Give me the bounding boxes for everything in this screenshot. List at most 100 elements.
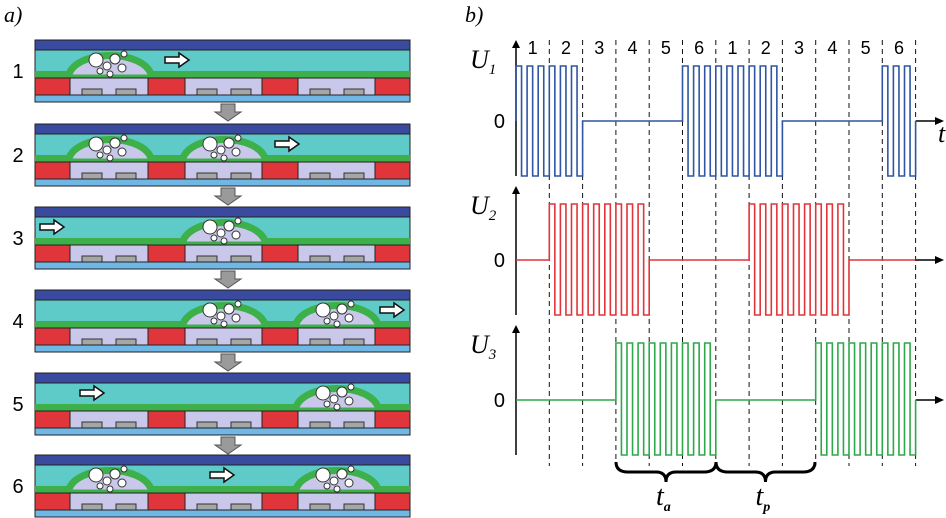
bubble [110,138,120,148]
wall [375,411,410,428]
step-number: 6 [12,476,23,498]
wall [262,245,298,262]
wall [375,78,410,95]
bubble [224,221,234,231]
electrode [197,339,217,345]
brace [716,462,815,482]
electrode [310,256,330,262]
bubble [348,301,354,307]
interval-label: ta [656,481,671,515]
signal-subscript: 3 [488,347,497,363]
top-layer [35,290,410,300]
wall [35,78,70,95]
bubble [103,62,111,70]
bubble [224,138,234,148]
electrode [310,504,330,510]
phase-number: 6 [694,38,704,58]
bubble [221,238,227,244]
bubble [345,397,353,405]
bubble [121,466,127,472]
bubble [110,54,120,64]
step-number: 5 [12,394,23,416]
bubble [316,468,330,482]
device-step: 3 [12,207,410,288]
wall [375,162,410,179]
signal-label: U2 [470,191,497,224]
bubble [121,135,127,141]
bubble [334,321,340,327]
wall [148,493,185,510]
electrode [197,256,217,262]
step-number: 1 [12,61,23,83]
bubble [110,469,120,479]
wall [148,245,185,262]
bubble [235,135,241,141]
electrode [344,256,364,262]
bottom-layer [35,262,410,269]
top-layer [35,40,410,50]
bubble [345,479,353,487]
bubble [334,486,340,492]
top-layer [35,124,410,134]
bottom-layer [35,428,410,435]
electrode [116,256,136,262]
bubble [217,312,225,320]
phase-number: 5 [661,38,671,58]
electrode [197,504,217,510]
panel-label: b) [465,2,483,27]
phase-number: 1 [727,38,737,58]
electrode [82,339,102,345]
bubble [330,395,338,403]
phase-number: 5 [861,38,871,58]
electrode [197,173,217,179]
bubble [118,148,126,156]
bubble [103,146,111,154]
electrode [197,422,217,428]
wall [262,411,298,428]
bubble [97,68,103,74]
bubble [324,401,330,407]
electrode [197,89,217,95]
bubble [232,148,240,156]
bubble [103,477,111,485]
signal-label: U1 [470,45,496,78]
bubble [334,404,340,410]
bubble [203,220,217,234]
signal-label: U3 [470,330,496,363]
phase-number: 2 [761,38,771,58]
step-arrow [215,188,241,205]
electrode [344,422,364,428]
zero-label: 0 [494,111,505,133]
interval-subscript: a [664,500,671,515]
electrode [82,256,102,262]
bubble [337,387,347,397]
wall [262,493,298,510]
electrode [82,504,102,510]
wall [35,245,70,262]
electrode [310,173,330,179]
interval-label: tp [756,481,771,515]
bubble [324,483,330,489]
wall [148,328,185,345]
bubble [221,155,227,161]
device-step: 2 [12,124,410,205]
electrode [116,89,136,95]
electrode [231,504,251,510]
bubble [89,468,103,482]
wall [35,493,70,510]
bubble [121,51,127,57]
signal-subscript: 2 [489,208,497,224]
wall [375,328,410,345]
device-step: 6 [12,455,410,517]
bubble [89,53,103,67]
bubble [337,304,347,314]
electrode [116,339,136,345]
step-number: 3 [12,228,23,250]
wall [262,162,298,179]
electrode [344,339,364,345]
bubble [330,477,338,485]
device-step: 1 [12,40,410,121]
panel-a: 123456 [12,40,410,517]
axis-arrowhead [935,396,944,404]
electrode [231,339,251,345]
